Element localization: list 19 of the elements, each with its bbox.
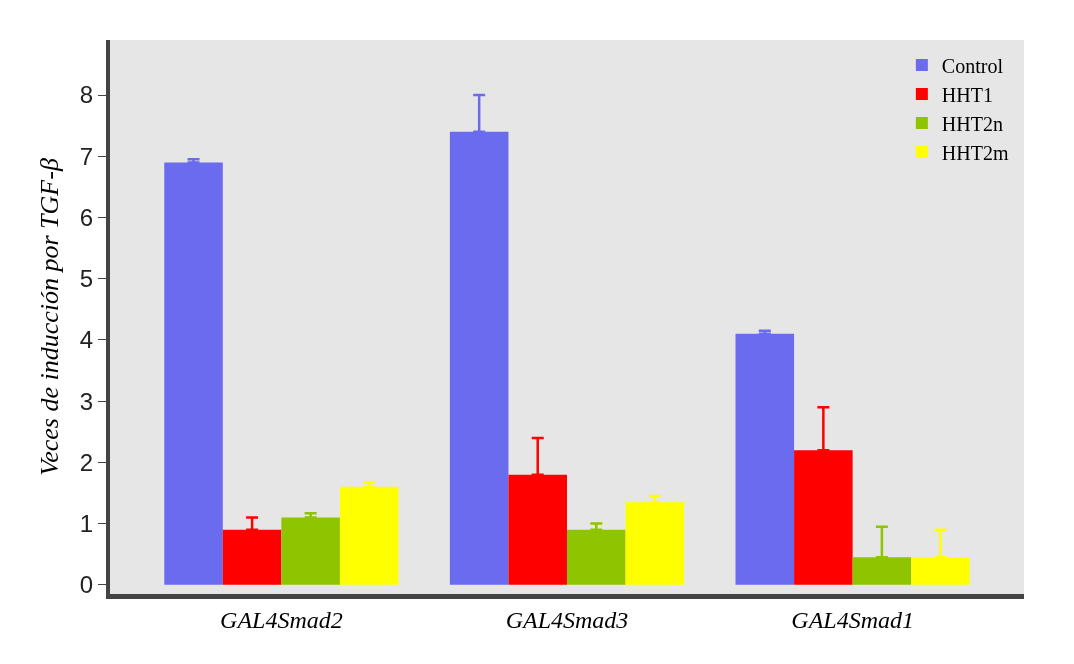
y-tick-label: 4 xyxy=(79,326,94,354)
legend-label: HHT2m xyxy=(941,141,1009,164)
y-tick-label: 1 xyxy=(79,510,94,537)
y-tick-label: 6 xyxy=(79,203,94,231)
x-tick-label: GAL4Smad3 xyxy=(505,606,629,633)
y-tick-label: 7 xyxy=(79,142,94,170)
legend-label: HHT1 xyxy=(941,83,993,106)
bar xyxy=(735,333,795,585)
y-tick-label: 3 xyxy=(79,387,94,415)
y-axis-title: Veces de inducción por TGF-β xyxy=(34,158,64,476)
y-tick-label: 2 xyxy=(79,448,94,476)
y-tick-label: 5 xyxy=(79,265,94,293)
legend-label: Control xyxy=(941,54,1004,77)
bar xyxy=(164,162,223,585)
legend-label: HHT2n xyxy=(941,112,1003,135)
y-tick-label: 0 xyxy=(79,571,94,599)
x-tick-label: GAL4Smad1 xyxy=(791,606,914,633)
x-tick-label: GAL4Smad2 xyxy=(220,606,343,633)
y-tick-label: 8 xyxy=(79,81,94,109)
